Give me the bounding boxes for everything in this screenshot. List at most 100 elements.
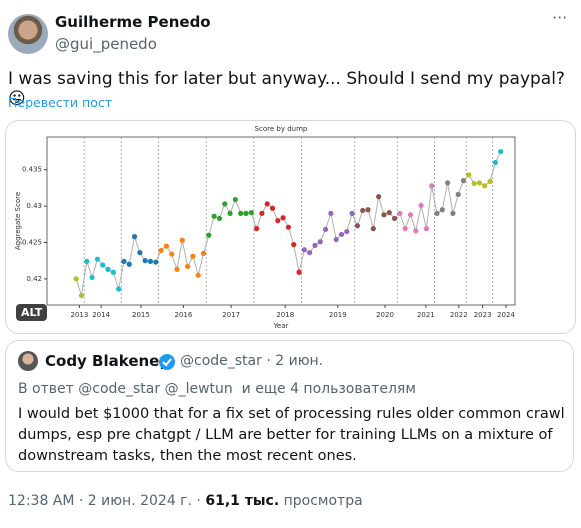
data-point [413,228,419,234]
translate-link[interactable]: Перевести пост [8,95,112,110]
author-name[interactable]: Guilherme Penedo [55,13,211,31]
data-point [94,256,101,262]
more-button[interactable]: ··· [552,8,568,27]
avatar[interactable] [8,14,48,54]
data-point [84,258,90,264]
data-point [232,196,238,203]
data-point [471,180,477,187]
data-point [116,286,122,292]
data-point [100,262,106,268]
view-count: 61,1 тыс. [205,493,280,509]
y-axis-label: Aggregate Score [14,192,22,250]
data-point [264,201,270,207]
view-label: просмотра [279,493,363,509]
data-point [158,247,164,254]
data-point [450,210,456,216]
y-tick-label: 0.425 [22,238,42,246]
quote-tweet[interactable] [5,340,574,472]
data-point [317,239,323,245]
x-tick-label: 2019 [329,311,347,319]
quote-avatar[interactable] [18,351,38,371]
data-point [291,242,297,248]
data-point [301,247,307,253]
quote-handle-date[interactable]: @code_star · 2 июн. [180,353,324,369]
data-point [407,212,414,218]
chart: Score by dump 0.42 0.425 0.43 0.435 2013 2014 2… [14,125,516,330]
data-point [105,266,111,272]
data-point [397,210,403,216]
data-point [200,250,207,256]
data-point [121,258,127,264]
data-point [322,226,329,232]
data-point [179,237,185,243]
data-point [312,242,318,248]
data-point [285,224,292,230]
data-point [466,172,472,178]
data-point [476,180,483,186]
data-point [307,250,313,256]
data-point [402,226,408,232]
quote-text: I would bet $1000 that for a fix set of … [18,406,565,464]
x-tick-label: 2013 [70,311,88,319]
data-point [110,269,116,275]
data-point [439,207,445,213]
y-tick-label: 0.435 [22,166,42,174]
post-image[interactable]: Score by dump 0.42 0.425 0.43 0.435 2013 2014 2… [5,120,576,334]
alt-badge[interactable]: ALT [16,304,48,321]
data-point [137,250,143,256]
data-point [195,272,201,278]
data-point [253,226,260,232]
data-point [354,223,361,229]
x-tick-label: 2022 [450,311,468,319]
data-point [89,274,95,280]
data-point [370,226,376,232]
data-point [423,226,429,232]
x-tick-label: 2018 [276,311,294,319]
quote-reply-to: В ответ @code_star @_lewtun и еще 4 поль… [18,381,416,397]
data-point [349,210,355,216]
data-point [126,261,132,267]
data-point [445,180,451,186]
post-time[interactable]: 12:38 AM · 2 июн. 2024 г. · [8,493,206,509]
data-point [338,231,345,238]
data-point [222,201,228,207]
data-point [365,207,371,213]
data-point [376,194,382,200]
footer: 12:38 AM · 2 июн. 2024 г. · 61,1 тыс. пр… [8,493,363,509]
x-tick-label: 2023 [474,311,492,319]
data-point [280,215,286,221]
data-point [328,210,334,216]
x-axis-label: Year [273,322,289,330]
data-point [360,207,366,214]
data-point [333,236,339,243]
data-point [163,243,169,249]
x-tick-label: 2017 [222,311,240,319]
data-point [269,205,276,211]
y-tick-label: 0.43 [26,202,42,210]
x-tick-label: 2021 [417,311,435,319]
data-point [147,258,154,264]
data-point [142,258,148,264]
data-point [492,159,498,166]
data-point [344,228,350,235]
chart-title: Score by dump [255,125,308,133]
data-point [243,210,249,216]
data-point [275,218,281,224]
data-point [391,215,398,222]
quote-name[interactable]: Cody Blakeney [45,352,170,370]
data-point [434,210,440,216]
data-point [216,215,223,222]
verified-badge [159,354,175,370]
data-point [386,210,392,216]
x-tick-label: 2014 [92,311,110,319]
data-point [227,210,233,216]
data-point [153,259,159,265]
data-point [174,266,180,272]
author-handle[interactable]: @gui_penedo [55,35,157,53]
data-point [259,210,265,216]
x-tick-label: 2015 [132,311,150,319]
plot-area [46,136,516,306]
data-point [185,263,191,270]
data-point [211,213,217,219]
data-point [131,234,138,240]
